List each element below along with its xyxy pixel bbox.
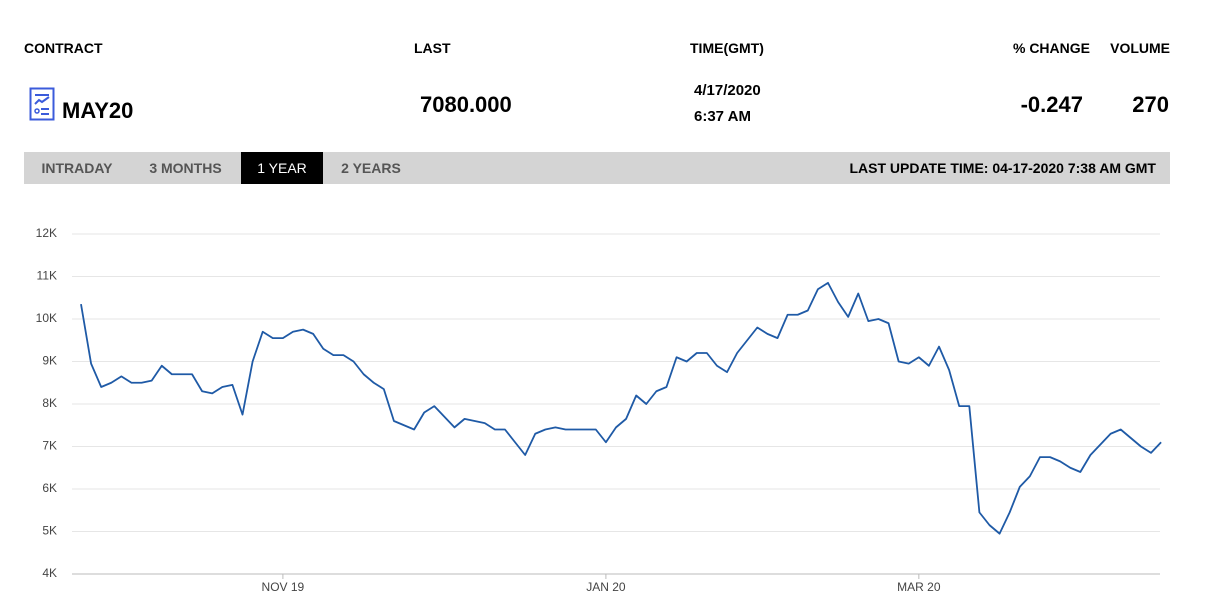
column-header: CONTRACT [24,40,103,56]
column-header: TIME(GMT) [690,40,764,56]
x-tick-label: NOV 19 [262,580,305,594]
y-tick-label: 10K [36,311,57,325]
y-tick-label: 4K [42,566,57,580]
x-tick-label: MAR 20 [897,580,941,594]
time-clock: 6:37 AM [694,108,751,125]
percent-change: -0.247 [1020,92,1083,117]
column-header: % CHANGE [1012,40,1090,56]
price-line [80,281,1162,535]
last-price: 7080.000 [420,92,512,117]
tab[interactable]: INTRADAY [41,160,113,176]
y-tick-label: 6K [42,481,57,495]
y-tick-label: 12K [36,226,57,240]
contract: MAY20 [62,98,134,123]
last-update: LAST UPDATE TIME: 04-17-2020 7:38 AM GMT [849,160,1156,176]
y-tick-label: 8K [42,396,57,410]
chart: 4K 5K 6K 7K 8K 9K 10K 11K 12K NOV 19 JAN 20 MAR 20 [36,226,1162,594]
y-tick-label: 5K [42,524,57,538]
tab[interactable]: 1 YEAR [241,152,323,184]
time-date: 4/17/2020 [694,82,761,99]
x-tick-label: JAN 20 [586,580,626,594]
column-header: LAST [414,40,451,56]
tab[interactable]: 2 YEARS [341,160,401,176]
y-tick-label: 11K [37,269,57,283]
y-tick-label: 7K [42,439,57,453]
y-tick-label: 9K [42,354,57,368]
contract-icon [29,87,55,121]
tab-bar: INTRADAY 3 MONTHS 1 YEAR 2 YEARS LAST UP… [24,152,1170,184]
column-header: VOLUME [1110,40,1170,56]
tab[interactable]: 3 MONTHS [149,160,222,176]
volume: 270 [1132,92,1169,117]
